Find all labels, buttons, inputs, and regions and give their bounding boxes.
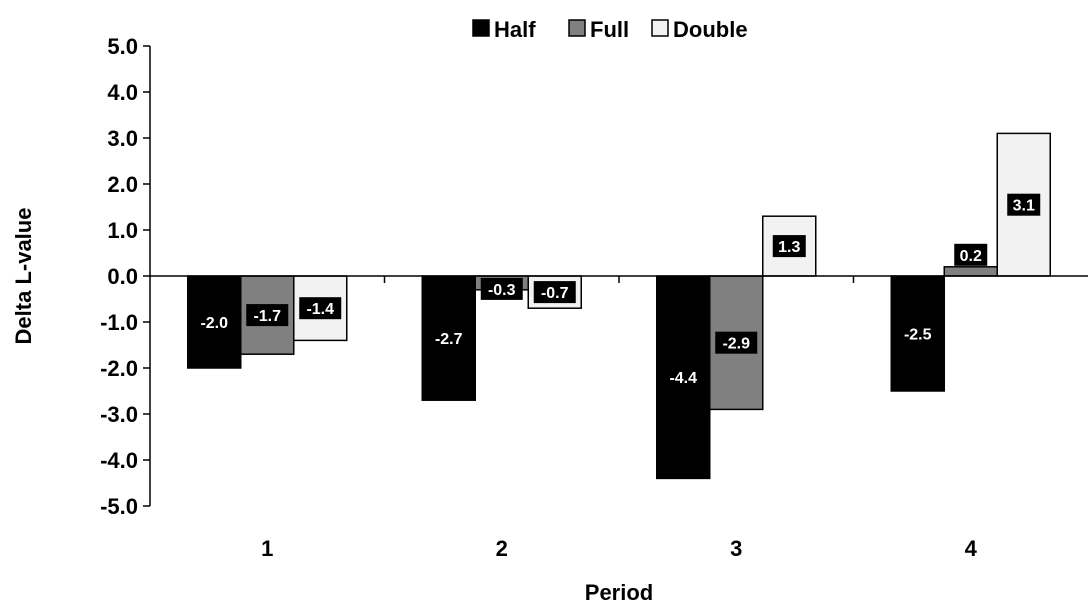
data-label: -0.7 xyxy=(541,285,569,302)
y-tick-label: -4.0 xyxy=(100,448,138,473)
data-label-background xyxy=(954,243,988,266)
x-tick-label: 3 xyxy=(730,536,742,561)
data-label-background xyxy=(246,304,289,327)
data-label: -2.9 xyxy=(722,336,750,353)
data-label-background xyxy=(480,277,523,300)
data-label: 1.3 xyxy=(778,239,800,256)
data-label-background xyxy=(662,366,705,389)
y-tick-label: 2.0 xyxy=(107,172,138,197)
data-label-background xyxy=(299,297,342,320)
x-axis-ticks: 1 2 3 4 xyxy=(261,276,978,561)
y-tick-label: 3.0 xyxy=(107,126,138,151)
data-label-background xyxy=(715,331,758,354)
legend-swatch-half xyxy=(472,19,490,37)
y-tick-label: 0.0 xyxy=(107,264,138,289)
data-label: -2.0 xyxy=(200,315,228,332)
y-tick-label: -5.0 xyxy=(100,494,138,519)
data-label: -1.4 xyxy=(306,301,334,318)
data-label-background xyxy=(193,311,236,333)
data-label-background xyxy=(427,327,470,350)
x-axis-title: Period xyxy=(585,580,653,604)
data-label-background xyxy=(772,235,806,258)
bars: -2.0 -1.7 -1.4 -2.7 -0.3 -0.7 -4.4 -2.9 1.3 -2.5 0… xyxy=(187,132,1051,480)
y-tick-label: 1.0 xyxy=(107,218,138,243)
data-label-background xyxy=(896,322,939,345)
x-tick-label: 2 xyxy=(496,536,508,561)
legend-swatch-full xyxy=(568,19,586,37)
data-label: -4.4 xyxy=(669,370,697,387)
data-label-background xyxy=(533,281,576,304)
y-tick-label: -2.0 xyxy=(100,356,138,381)
legend: Half Full Double xyxy=(472,17,748,42)
data-label: -0.3 xyxy=(488,282,516,299)
legend-swatch-double xyxy=(651,19,669,37)
data-label-background xyxy=(1007,193,1041,216)
data-label: -2.5 xyxy=(904,327,932,344)
legend-label-half: Half xyxy=(494,17,536,42)
y-tick-label: -3.0 xyxy=(100,402,138,427)
data-label: 0.2 xyxy=(960,248,982,265)
data-label: -2.7 xyxy=(435,331,463,348)
legend-label-double: Double xyxy=(673,17,748,42)
y-axis-title: Delta L-value xyxy=(11,208,36,345)
legend-label-full: Full xyxy=(590,17,629,42)
bar-full xyxy=(943,266,998,277)
y-axis-ticks: 5.0 4.0 3.0 2.0 1.0 0.0 -1.0 -2.0 -3.0 -4.0 -5.0 xyxy=(100,34,150,519)
x-tick-label: 4 xyxy=(965,536,978,561)
x-tick-label: 1 xyxy=(261,536,273,561)
data-label: 3.1 xyxy=(1013,198,1035,215)
y-tick-label: 5.0 xyxy=(107,34,138,59)
data-label: -1.7 xyxy=(253,308,281,325)
y-tick-label: 4.0 xyxy=(107,80,138,105)
y-tick-label: -1.0 xyxy=(100,310,138,335)
